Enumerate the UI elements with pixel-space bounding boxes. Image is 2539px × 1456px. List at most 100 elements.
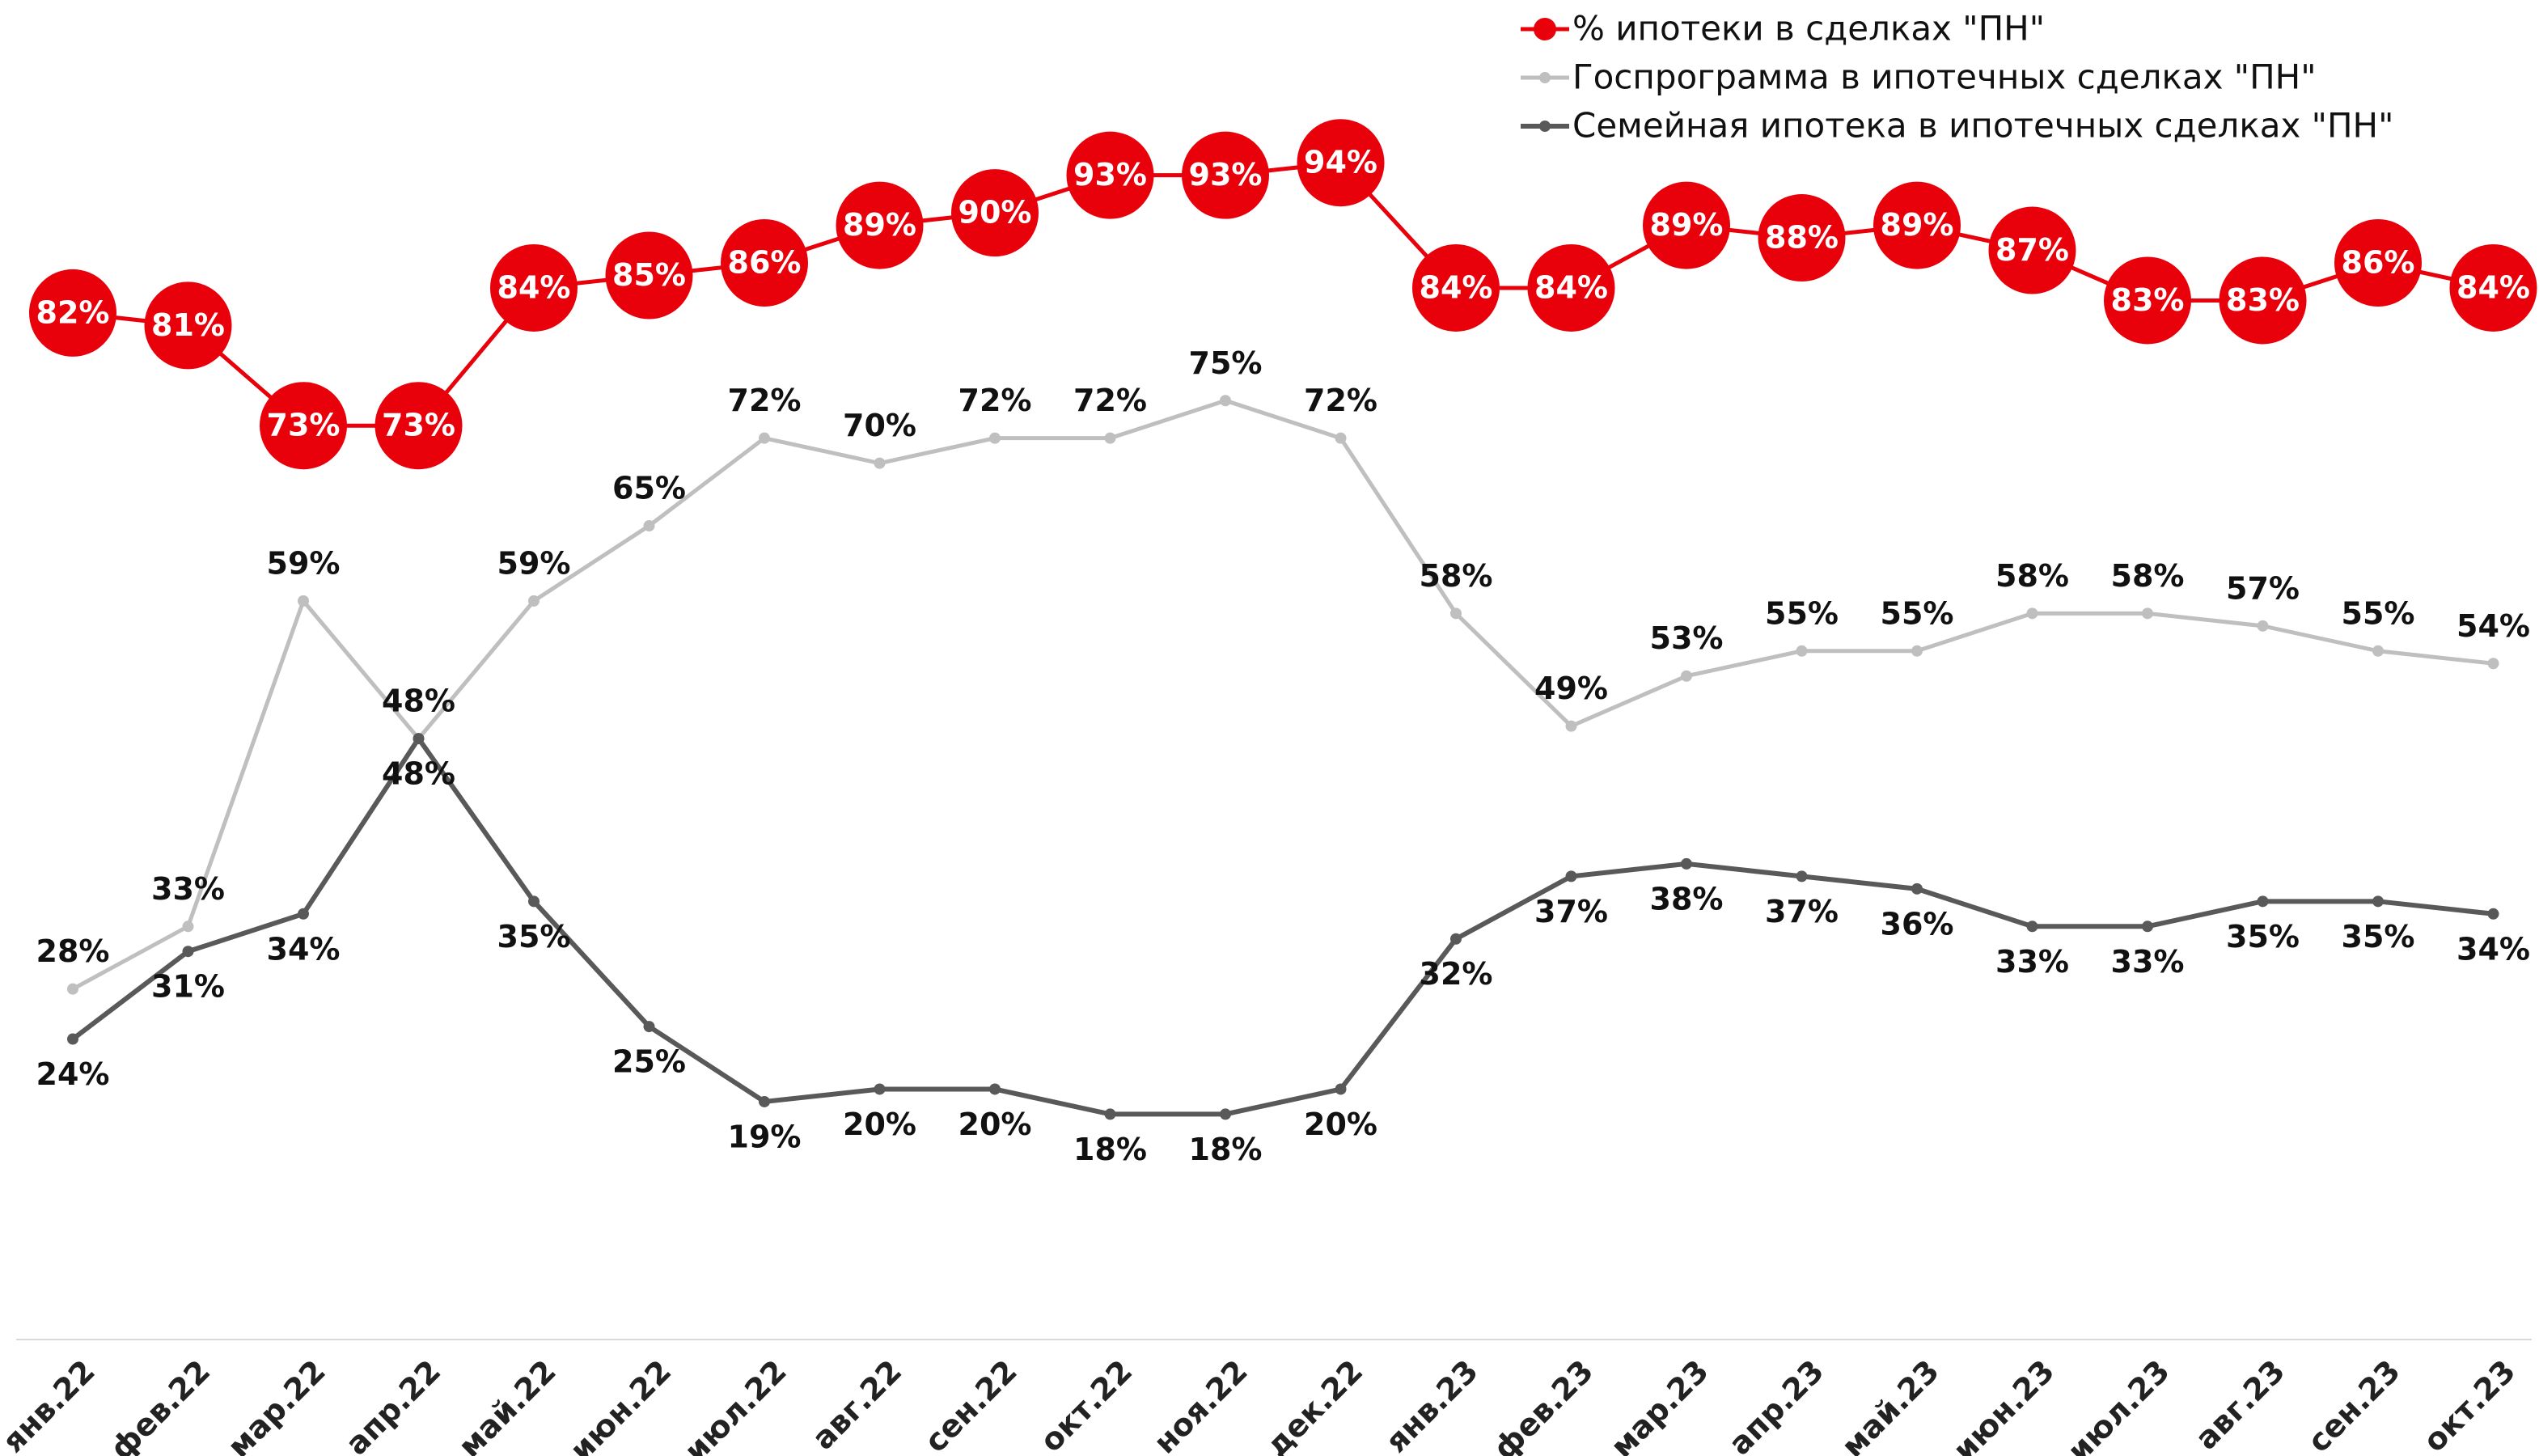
- x-tick-label: окт.23: [2416, 1353, 2522, 1456]
- data-label: 55%: [1765, 595, 1839, 631]
- marker: [1104, 432, 1116, 444]
- data-label: 25%: [612, 1044, 686, 1080]
- marker: [1643, 181, 1730, 269]
- x-tick-label: май.23: [1834, 1353, 1946, 1456]
- data-label: 72%: [1304, 383, 1377, 418]
- legend-marker: [1539, 72, 1551, 83]
- data-label: 33%: [151, 871, 225, 907]
- marker: [1297, 119, 1385, 207]
- marker: [2142, 607, 2153, 620]
- data-label: 89%: [843, 207, 916, 243]
- data-label: 32%: [1420, 956, 1493, 992]
- data-label: 84%: [1534, 269, 1608, 305]
- series-line: [72, 160, 2495, 428]
- data-label: 55%: [2342, 595, 2415, 631]
- data-label: 18%: [1073, 1132, 1147, 1167]
- data-label: 37%: [1765, 894, 1839, 929]
- marker: [1796, 870, 1808, 882]
- data-label: 70%: [843, 408, 916, 443]
- marker: [605, 231, 693, 320]
- marker: [2026, 607, 2038, 620]
- legend-label: Семейная ипотека в ипотечных сделках "ПН…: [1572, 106, 2393, 146]
- legend-label: Госпрограмма в ипотечных сделках "ПН": [1572, 57, 2317, 97]
- marker: [2487, 908, 2499, 920]
- data-label: 24%: [36, 1056, 110, 1092]
- marker: [67, 983, 78, 995]
- data-label: 34%: [267, 931, 341, 967]
- series-line: [71, 398, 2494, 991]
- data-label: 89%: [1650, 207, 1724, 243]
- marker: [1220, 1108, 1231, 1120]
- marker: [67, 1033, 78, 1045]
- x-tick-label: мар.22: [221, 1353, 332, 1456]
- data-label: 73%: [267, 408, 341, 443]
- data-label: 75%: [1189, 345, 1263, 381]
- x-tick-label: дек.22: [1259, 1353, 1369, 1456]
- data-label: 81%: [151, 307, 225, 343]
- data-label: 49%: [1534, 671, 1608, 706]
- data-label: 20%: [843, 1107, 916, 1142]
- marker: [836, 181, 924, 269]
- marker: [528, 895, 540, 908]
- marker: [874, 457, 886, 469]
- x-tick-label: сен.23: [2300, 1353, 2406, 1456]
- data-label: 48%: [382, 684, 455, 719]
- marker: [298, 908, 309, 920]
- data-label: 94%: [1304, 145, 1377, 180]
- marker: [759, 1095, 770, 1107]
- marker: [721, 219, 808, 307]
- data-label: 59%: [267, 545, 341, 581]
- marker: [2026, 921, 2038, 933]
- x-tick-label: авг.23: [2188, 1353, 2291, 1456]
- data-label: 54%: [2456, 608, 2530, 644]
- data-label: 34%: [2456, 931, 2530, 967]
- marker: [413, 733, 425, 745]
- x-tick-label: июл.22: [677, 1353, 793, 1456]
- data-label: 84%: [1420, 269, 1493, 305]
- x-tick-label: июн.22: [563, 1353, 678, 1456]
- data-label: 58%: [1995, 558, 2069, 594]
- x-tick-label: авг.22: [805, 1353, 908, 1456]
- data-label: 18%: [1189, 1132, 1263, 1167]
- data-label: 58%: [1420, 558, 1493, 594]
- x-tick-label: июн.23: [1946, 1353, 2061, 1456]
- data-label: 93%: [1189, 157, 1263, 193]
- data-label: 53%: [1650, 620, 1724, 656]
- marker: [874, 1083, 886, 1095]
- data-label: 84%: [2456, 269, 2530, 305]
- data-label: 84%: [497, 269, 571, 305]
- data-label: 19%: [728, 1119, 802, 1154]
- marker: [1066, 131, 1154, 219]
- marker: [2104, 256, 2191, 345]
- x-tick-label: апр.22: [339, 1353, 448, 1456]
- data-label: 88%: [1765, 220, 1839, 256]
- marker: [2257, 620, 2269, 632]
- x-tick-label: окт.22: [1033, 1353, 1139, 1456]
- marker: [1220, 395, 1231, 407]
- marker: [375, 382, 463, 470]
- marker: [989, 432, 1001, 444]
- marker: [1104, 1108, 1116, 1120]
- marker: [1182, 131, 1269, 219]
- x-tick-label: апр.23: [1722, 1353, 1831, 1456]
- marker: [144, 281, 232, 370]
- marker: [490, 243, 578, 332]
- marker: [643, 1021, 655, 1033]
- x-tick-label: мар.23: [1604, 1353, 1716, 1456]
- x-tick-label: ноя.22: [1147, 1353, 1255, 1456]
- data-label: 35%: [497, 919, 571, 954]
- data-label: 65%: [612, 471, 686, 506]
- data-label: 90%: [958, 195, 1032, 231]
- marker: [1796, 645, 1808, 657]
- marker: [643, 520, 655, 532]
- marker: [298, 595, 309, 607]
- marker: [989, 1083, 1001, 1095]
- data-label: 33%: [1995, 944, 2069, 980]
- marker: [1450, 607, 1462, 620]
- legend-marker: [1534, 18, 1556, 40]
- x-tick-label: янв.22: [0, 1353, 102, 1456]
- data-label: 35%: [2342, 919, 2415, 954]
- marker: [29, 269, 116, 357]
- marker: [182, 921, 194, 933]
